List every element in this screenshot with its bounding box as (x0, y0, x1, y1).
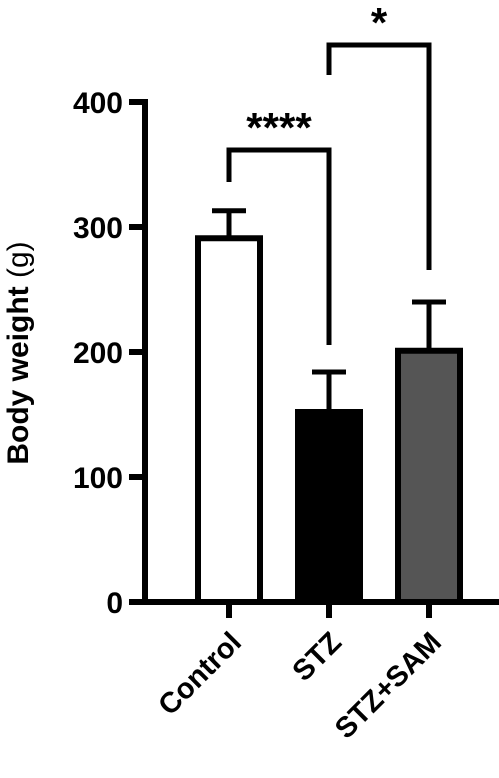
y-tick-label: 200 (73, 337, 123, 370)
y-tick-label: 100 (73, 462, 123, 495)
y-tick-label: 300 (73, 212, 123, 245)
significance-bracket (226, 147, 332, 345)
y-tick-label: 0 (106, 587, 123, 620)
y-axis-title: Body weight (g) (2, 241, 35, 464)
x-tick-label: STZ+SAM (329, 626, 448, 745)
bar (295, 409, 363, 605)
y-tick-label: 400 (73, 87, 123, 120)
significance-brackets: ***** (226, 0, 432, 345)
significance-label: * (371, 0, 388, 46)
x-tick-label: STZ (287, 626, 348, 687)
bar (195, 235, 263, 605)
significance-label: **** (246, 104, 312, 151)
y-axis-title-unit: (g) (2, 241, 35, 278)
y-axis-title-main: Body weight (2, 286, 35, 464)
x-tick-label: Control (152, 626, 248, 722)
significance-bracket (326, 42, 432, 270)
bar (395, 347, 463, 605)
bars (195, 208, 463, 605)
